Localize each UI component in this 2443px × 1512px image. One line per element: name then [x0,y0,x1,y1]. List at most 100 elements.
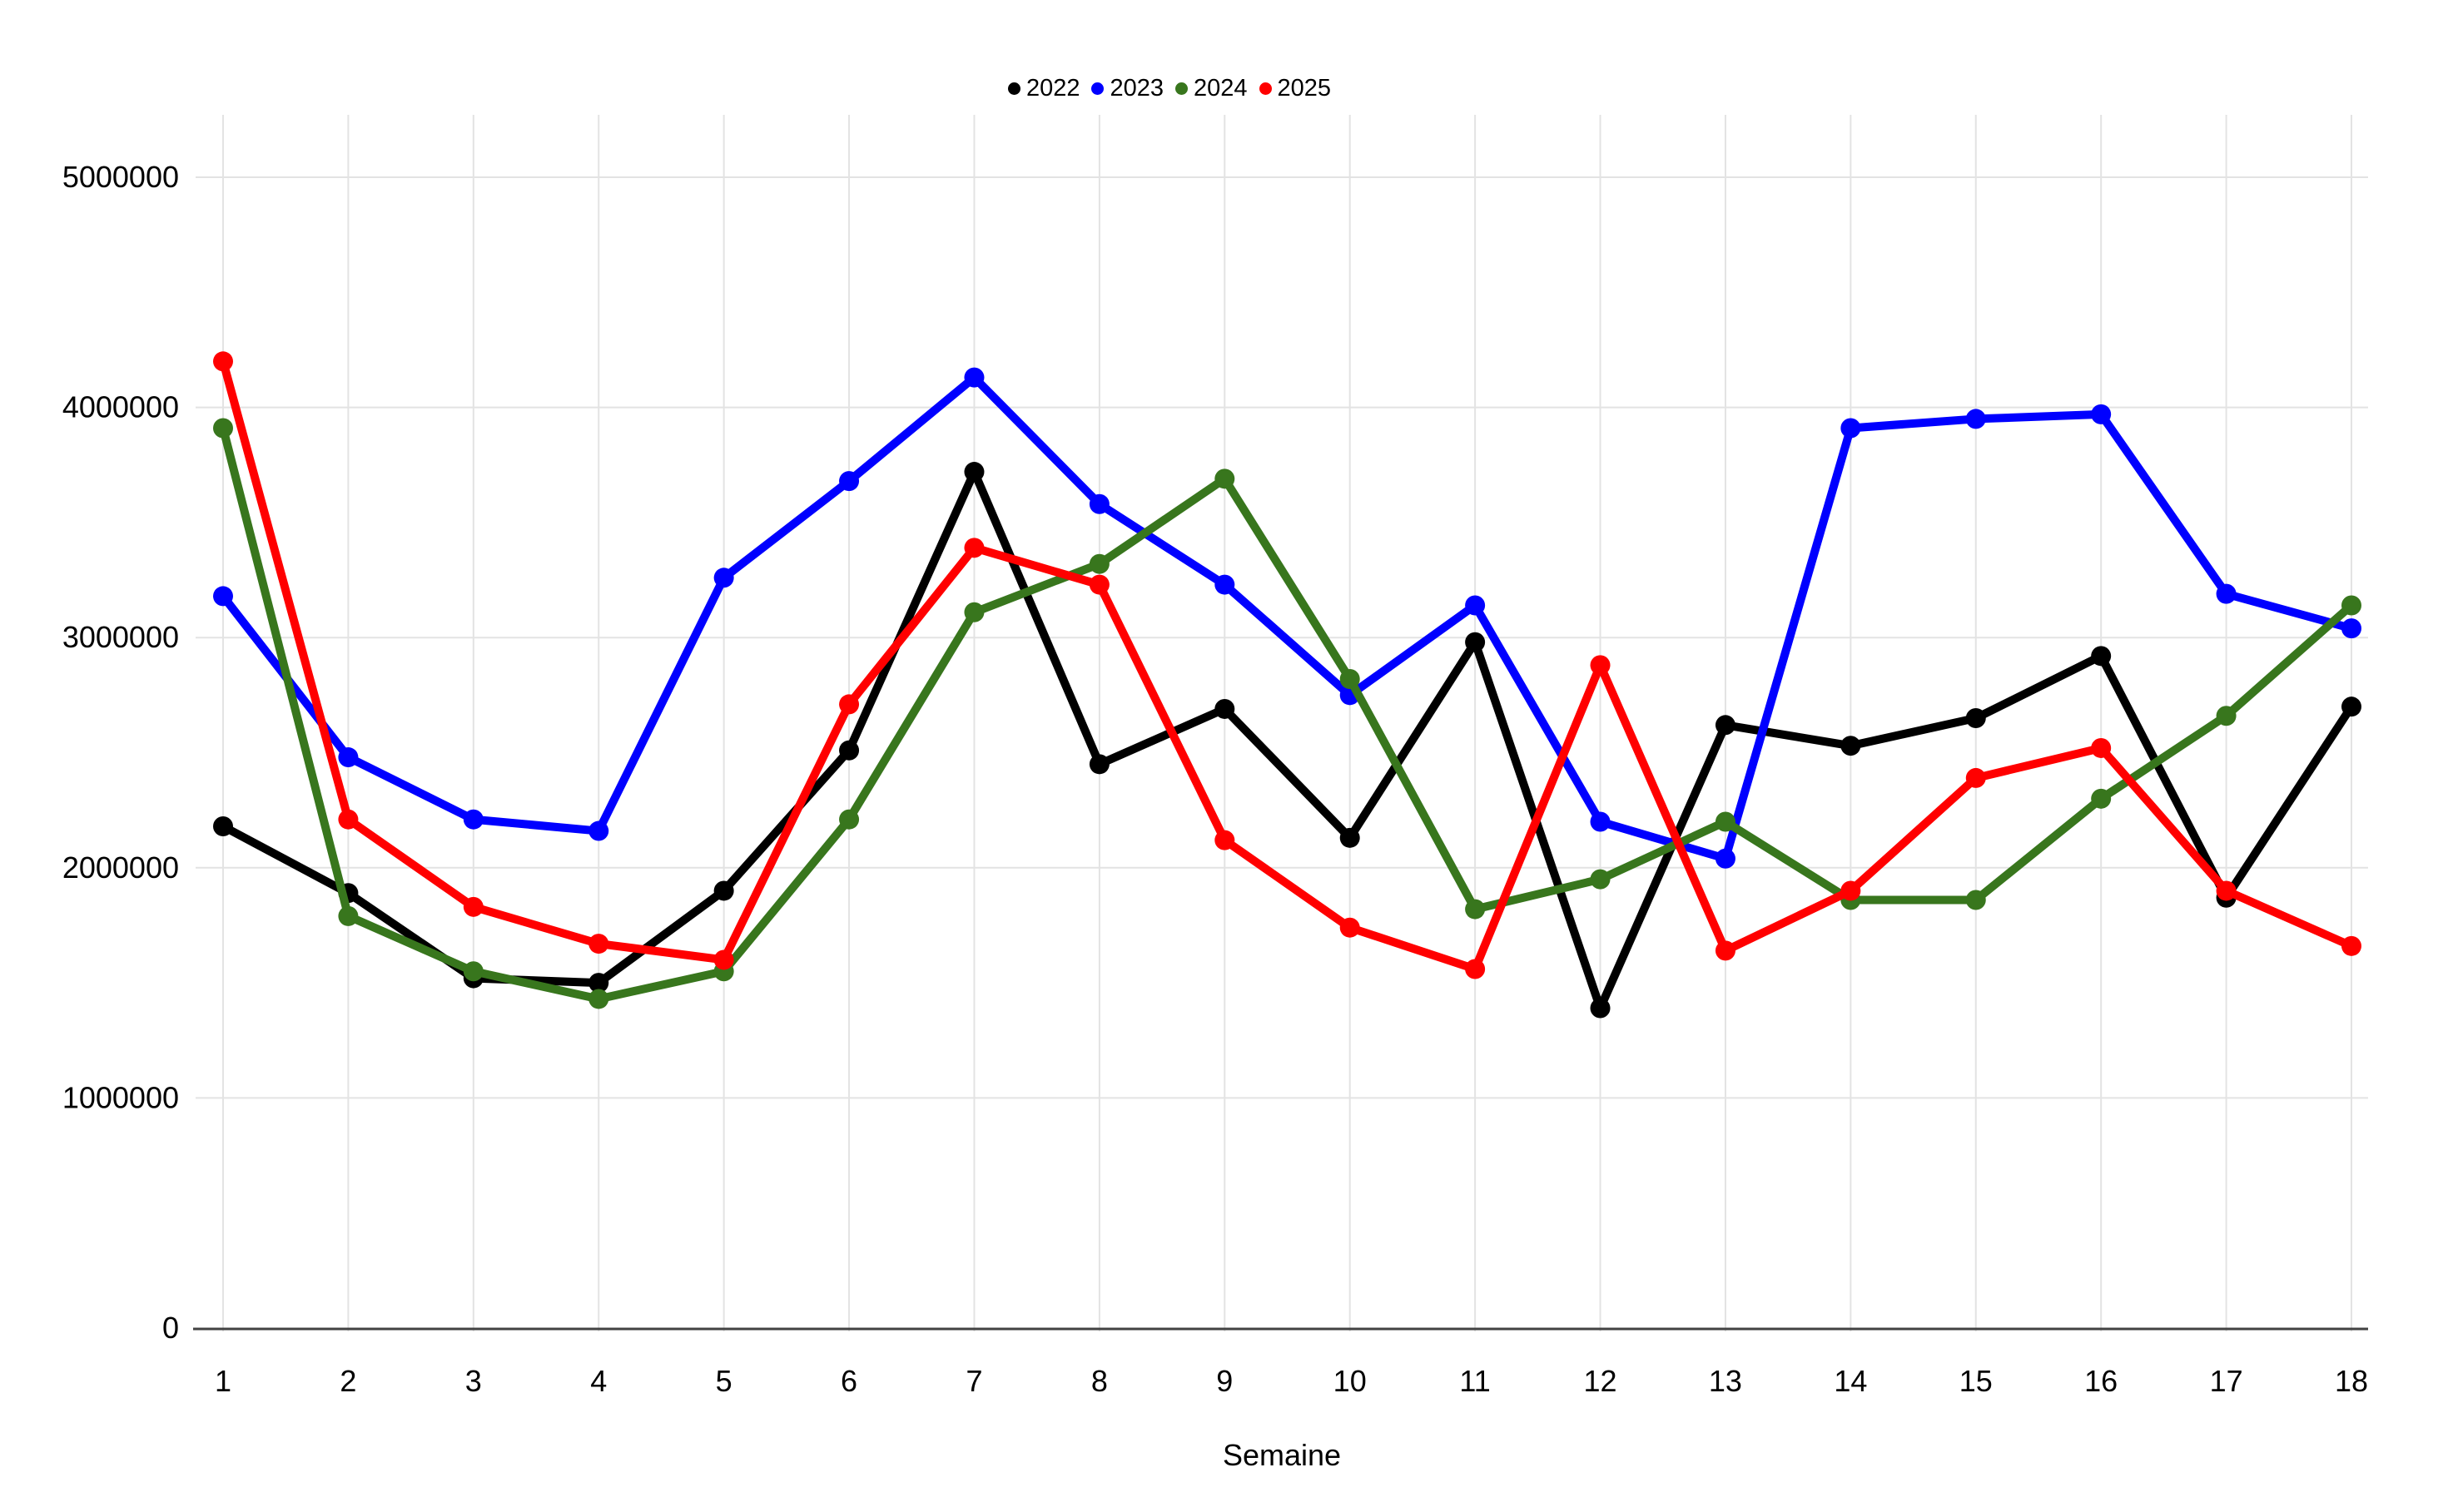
x-tick-label: 18 [2335,1364,2368,1398]
legend-label: 2024 [1194,75,1248,102]
x-tick-label: 14 [1834,1364,1867,1398]
y-tick-label: 3000000 [62,620,179,654]
data-point-2024 [964,602,985,622]
legend-marker-icon [1175,82,1188,95]
legend-marker-icon [1259,82,1272,95]
data-point-2022 [1840,736,1861,756]
data-point-2025 [588,934,609,954]
x-tick-label: 17 [2210,1364,2243,1398]
data-point-2022 [839,740,860,761]
legend-label: 2025 [1277,75,1332,102]
data-point-2022 [1965,708,1986,729]
legend-item-2022: 2022 [1007,77,1080,101]
data-point-2023 [2341,618,2361,639]
data-point-2024 [1214,468,1235,489]
legend-item-2023: 2023 [1091,77,1164,101]
legend-item-2025: 2025 [1259,75,1332,102]
data-point-2024 [1089,553,1110,574]
data-point-2023 [588,820,609,841]
x-tick-label: 11 [1459,1364,1490,1398]
x-tick-label: 12 [1584,1364,1617,1398]
data-point-2025 [2341,935,2361,956]
data-point-2022 [588,973,609,994]
data-point-2023 [1465,595,1486,616]
data-point-2025 [1715,940,1735,961]
data-point-2022 [1590,998,1611,1019]
x-tick-label: 6 [841,1364,857,1398]
legend-marker-icon [1091,82,1105,95]
data-point-2024 [1715,811,1735,832]
series-line-2024 [219,424,2356,1004]
data-point-2023 [463,809,484,830]
data-point-2025 [213,351,233,372]
data-point-2024 [839,809,860,830]
data-point-2025 [964,538,985,558]
series-line-2022 [219,468,2356,1013]
legend-item-2024: 2024 [1175,77,1248,101]
data-point-2025 [1965,767,1986,788]
data-point-2025 [839,694,860,715]
data-point-2023 [213,586,233,607]
x-tick-label: 1 [215,1364,231,1398]
data-point-2023 [1590,811,1611,832]
data-point-2025 [713,949,734,970]
data-point-2025 [463,896,484,917]
series-line-2025 [219,357,2356,974]
x-tick-label: 9 [1216,1364,1233,1398]
data-point-2022 [1715,715,1735,736]
x-axis-title: Semaine [1222,1438,1342,1472]
data-point-2025 [1214,830,1235,850]
x-tick-label: 3 [465,1364,482,1398]
data-point-2022 [2341,697,2361,717]
data-point-2022 [1465,632,1486,652]
data-point-2024 [338,905,359,926]
data-point-2022 [713,880,734,901]
data-point-2023 [1965,409,1986,429]
x-tick-label: 7 [966,1364,982,1398]
data-point-2025 [2216,880,2237,901]
data-point-2024 [1965,890,1986,910]
y-tick-label: 2000000 [62,850,179,885]
data-point-2023 [713,568,734,588]
series-line-2023 [219,373,2356,863]
data-point-2025 [1590,655,1611,676]
x-tick-label: 15 [1959,1364,1993,1398]
data-point-2023 [964,367,985,388]
data-point-2022 [2091,646,2112,667]
data-point-2022 [1339,827,1360,848]
data-point-2023 [1840,418,1861,439]
data-point-2022 [213,816,233,837]
x-tick-label: 2 [340,1364,356,1398]
data-point-2024 [1590,869,1611,890]
y-tick-label: 5000000 [62,160,179,194]
data-point-2024 [1339,668,1360,689]
data-point-2025 [2091,737,2112,758]
data-point-2024 [1465,899,1486,920]
x-tick-label: 16 [2084,1364,2118,1398]
data-point-2025 [338,809,359,830]
x-tick-label: 5 [716,1364,732,1398]
data-point-2022 [964,462,985,483]
data-point-2024 [2091,788,2112,809]
data-point-2023 [1715,848,1735,869]
y-tick-label: 1000000 [62,1080,179,1114]
data-point-2024 [2341,595,2361,616]
x-tick-label: 13 [1709,1364,1742,1398]
legend: 2022 2023 2024 2025 [0,77,2339,101]
y-tick-label: 0 [162,1311,179,1345]
data-point-2023 [839,471,860,492]
data-point-2025 [1089,574,1110,595]
data-point-2023 [2091,404,2112,424]
data-point-2022 [1214,698,1235,719]
data-point-2025 [1840,880,1861,901]
legend-label: 2023 [1110,75,1164,102]
data-point-2025 [1465,959,1486,979]
data-point-2024 [588,989,609,1009]
x-tick-label: 4 [590,1364,607,1398]
data-point-2024 [2216,706,2237,726]
data-point-2023 [1089,493,1110,514]
x-tick-label: 10 [1333,1364,1367,1398]
data-point-2023 [1214,574,1235,595]
